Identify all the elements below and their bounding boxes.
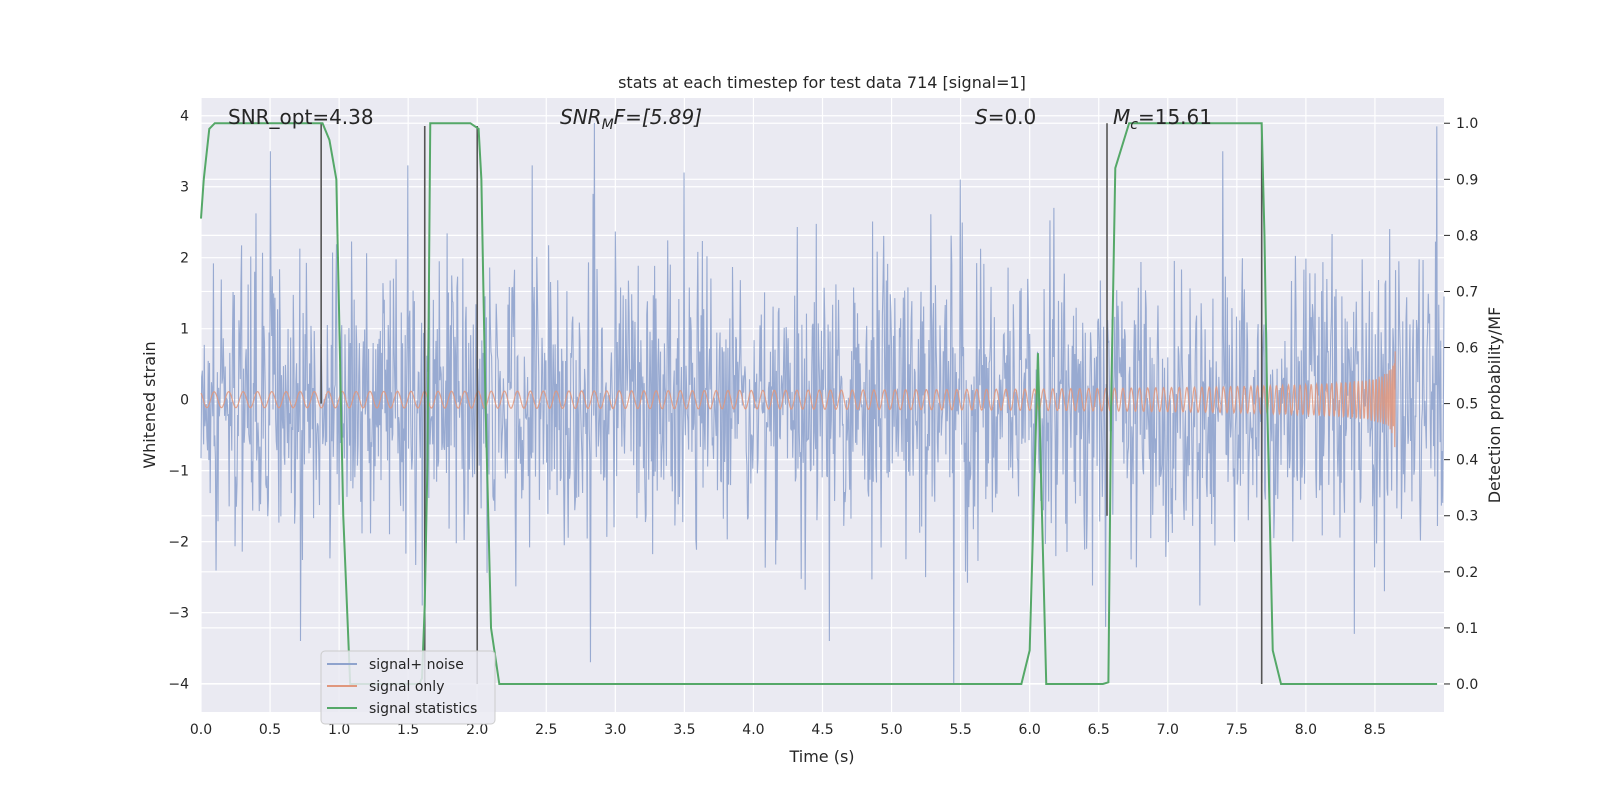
x-tick-label: 8.0 bbox=[1295, 722, 1317, 738]
y-tick-label-left: 1 bbox=[180, 322, 189, 338]
x-tick-label: 7.5 bbox=[1226, 722, 1248, 738]
y-tick-label-left: 0 bbox=[180, 393, 189, 409]
x-tick-label: 6.0 bbox=[1019, 722, 1041, 738]
x-tick-label: 2.5 bbox=[535, 722, 557, 738]
y-tick-label-right: 1.0 bbox=[1456, 116, 1478, 132]
legend-label-signal-statistics: signal statistics bbox=[369, 701, 477, 717]
x-tick-label: 3.0 bbox=[604, 722, 626, 738]
y-tick-label-left: 3 bbox=[180, 180, 189, 196]
x-tick-label: 2.0 bbox=[466, 722, 488, 738]
signal-chirp-trace bbox=[200, 351, 1396, 448]
y-tick-label-right: 0.8 bbox=[1456, 228, 1478, 244]
chart-title: stats at each timestep for test data 714… bbox=[618, 73, 1026, 92]
y-tick-label-left: −4 bbox=[168, 677, 189, 693]
x-axis-ticks: 0.0 0.5 1.0 1.5 2.0 2.5 3.0 3.5 4.0 4.5 5.0 5.5 6.0 6… bbox=[190, 722, 1386, 738]
annotation-snr-mf-suffix: F=[5.89] bbox=[614, 105, 702, 129]
annotation-snr-opt: SNR_opt=4.38 bbox=[228, 105, 374, 129]
x-tick-label: 5.0 bbox=[880, 722, 902, 738]
x-tick-label: 1.5 bbox=[397, 722, 419, 738]
series-signal-only bbox=[200, 351, 1396, 448]
x-tick-label: 7.0 bbox=[1157, 722, 1179, 738]
legend: signal+ noise signal only signal statist… bbox=[320, 650, 496, 725]
x-axis-label: Time (s) bbox=[788, 747, 854, 766]
legend-label-signal-noise: signal+ noise bbox=[369, 657, 464, 673]
annotation-mc-suffix: =15.61 bbox=[1138, 105, 1212, 129]
x-tick-label: 0.0 bbox=[190, 722, 212, 738]
x-tick-label: 0.5 bbox=[259, 722, 281, 738]
annotation-snr-mf: SNRMF=[5.89] bbox=[560, 105, 702, 133]
y-tick-label-right: 0.5 bbox=[1456, 397, 1478, 413]
y-tick-label-right: 0.0 bbox=[1456, 677, 1478, 693]
annotation-mc-prefix: M bbox=[1113, 105, 1130, 129]
legend-box bbox=[320, 650, 496, 725]
y-tick-label-right: 0.4 bbox=[1456, 453, 1478, 469]
y-axis-right-label: Detection probability/MF bbox=[1485, 307, 1504, 504]
x-tick-label: 6.5 bbox=[1088, 722, 1110, 738]
y-tick-label-right: 0.2 bbox=[1456, 565, 1478, 581]
x-tick-label: 4.0 bbox=[742, 722, 764, 738]
y-tick-label-left: −3 bbox=[168, 606, 189, 622]
y-tick-label-right: 0.9 bbox=[1456, 172, 1478, 188]
annotation-s: S=0.0 bbox=[975, 105, 1036, 129]
x-tick-label: 4.5 bbox=[811, 722, 833, 738]
x-tick-label: 3.5 bbox=[673, 722, 695, 738]
y-tick-label-left: −2 bbox=[168, 535, 189, 551]
y-axis-left-label: Whitened strain bbox=[140, 341, 159, 468]
y-axis-right-ticks: 1.0 0.9 0.8 0.7 0.6 0.5 0.4 0.3 0.2 0.1 0.0 bbox=[1444, 116, 1478, 693]
annotation-mc-sub: c bbox=[1130, 117, 1138, 133]
y-tick-label-right: 0.3 bbox=[1456, 509, 1478, 525]
y-tick-label-right: 0.1 bbox=[1456, 621, 1478, 637]
annotation-s-suffix: =0.0 bbox=[988, 105, 1037, 129]
y-tick-label-left: 2 bbox=[180, 251, 189, 267]
annotation-mc: Mc=15.61 bbox=[1113, 105, 1212, 133]
annotation-s-prefix: S bbox=[975, 105, 988, 129]
y-axis-left-ticks: 4 3 2 1 0 −1 −2 −3 −4 bbox=[168, 109, 189, 693]
noise-trace bbox=[200, 122, 1445, 684]
y-tick-label-right: 0.6 bbox=[1456, 341, 1478, 357]
x-tick-label: 1.0 bbox=[328, 722, 350, 738]
annotation-snr-mf-sub: M bbox=[602, 117, 614, 133]
x-tick-label: 5.5 bbox=[949, 722, 971, 738]
x-tick-label: 8.5 bbox=[1364, 722, 1386, 738]
annotation-snr-mf-prefix: SNR bbox=[560, 105, 602, 129]
y-tick-label-left: 4 bbox=[180, 109, 189, 125]
series-signal-noise bbox=[200, 122, 1445, 684]
y-tick-label-left: −1 bbox=[168, 464, 189, 480]
legend-label-signal-only: signal only bbox=[369, 679, 444, 695]
y-tick-label-right: 0.7 bbox=[1456, 284, 1478, 300]
